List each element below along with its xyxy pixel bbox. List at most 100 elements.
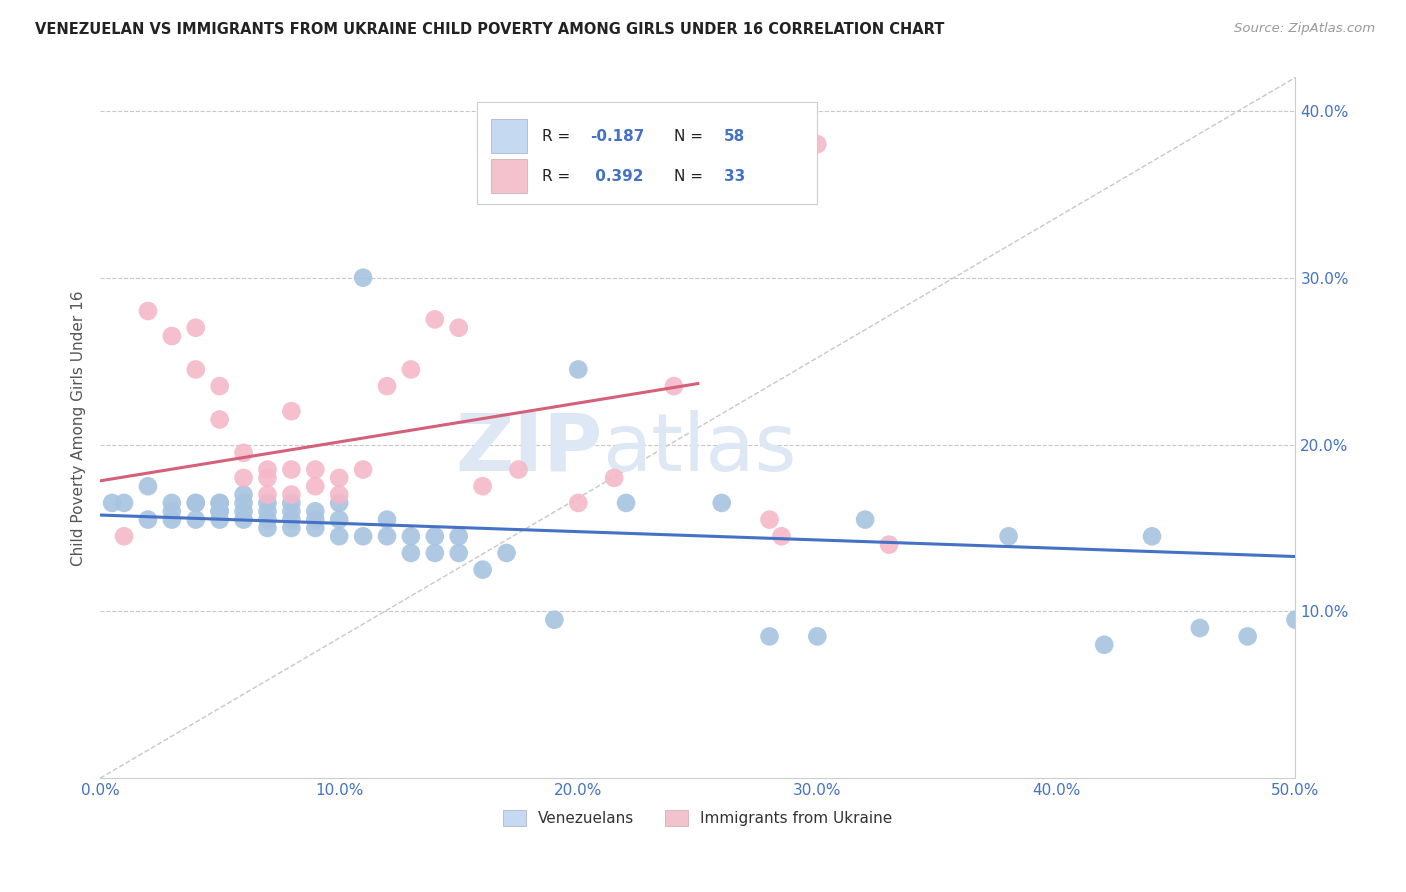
- Point: [328, 471, 350, 485]
- Point: [375, 513, 398, 527]
- Point: [1284, 613, 1306, 627]
- Text: atlas: atlas: [602, 409, 797, 488]
- Point: [232, 471, 254, 485]
- Point: [304, 462, 326, 476]
- Point: [447, 546, 470, 560]
- Point: [567, 362, 589, 376]
- Point: [508, 462, 530, 476]
- Text: R =: R =: [543, 169, 575, 184]
- Text: R =: R =: [543, 128, 575, 144]
- Point: [160, 329, 183, 343]
- Point: [256, 521, 278, 535]
- Point: [423, 546, 446, 560]
- Point: [1140, 529, 1163, 543]
- Point: [997, 529, 1019, 543]
- Point: [447, 320, 470, 334]
- Point: [112, 496, 135, 510]
- Point: [399, 546, 422, 560]
- Point: [328, 529, 350, 543]
- Point: [280, 404, 302, 418]
- Point: [710, 496, 733, 510]
- Point: [567, 496, 589, 510]
- Point: [112, 529, 135, 543]
- Point: [280, 504, 302, 518]
- Point: [280, 487, 302, 501]
- Point: [208, 504, 231, 518]
- Point: [160, 513, 183, 527]
- Point: [136, 479, 159, 493]
- Point: [208, 379, 231, 393]
- Point: [304, 521, 326, 535]
- Point: [1236, 629, 1258, 643]
- Point: [184, 320, 207, 334]
- Point: [471, 479, 494, 493]
- Point: [304, 479, 326, 493]
- Point: [256, 496, 278, 510]
- Point: [184, 513, 207, 527]
- Point: [208, 496, 231, 510]
- Point: [423, 529, 446, 543]
- Point: [280, 521, 302, 535]
- Text: ZIP: ZIP: [456, 409, 602, 488]
- Text: VENEZUELAN VS IMMIGRANTS FROM UKRAINE CHILD POVERTY AMONG GIRLS UNDER 16 CORRELA: VENEZUELAN VS IMMIGRANTS FROM UKRAINE CH…: [35, 22, 945, 37]
- Y-axis label: Child Poverty Among Girls Under 16: Child Poverty Among Girls Under 16: [72, 290, 86, 566]
- Point: [280, 496, 302, 510]
- Point: [1092, 638, 1115, 652]
- Point: [280, 513, 302, 527]
- Point: [304, 504, 326, 518]
- Point: [304, 513, 326, 527]
- Point: [806, 629, 828, 643]
- Point: [1188, 621, 1211, 635]
- Point: [232, 496, 254, 510]
- Point: [232, 487, 254, 501]
- Point: [232, 446, 254, 460]
- Point: [806, 137, 828, 152]
- Point: [352, 270, 374, 285]
- Point: [256, 487, 278, 501]
- Point: [101, 496, 124, 510]
- Point: [208, 496, 231, 510]
- Point: [160, 504, 183, 518]
- Point: [423, 312, 446, 326]
- Point: [328, 496, 350, 510]
- Point: [184, 496, 207, 510]
- FancyBboxPatch shape: [491, 160, 527, 193]
- Point: [256, 462, 278, 476]
- Point: [543, 613, 565, 627]
- Text: Source: ZipAtlas.com: Source: ZipAtlas.com: [1234, 22, 1375, 36]
- Point: [770, 529, 793, 543]
- Text: N =: N =: [673, 169, 707, 184]
- Point: [758, 513, 780, 527]
- Point: [603, 471, 626, 485]
- Point: [328, 513, 350, 527]
- Legend: Venezuelans, Immigrants from Ukraine: Venezuelans, Immigrants from Ukraine: [495, 803, 900, 834]
- Point: [208, 412, 231, 426]
- Text: 58: 58: [724, 128, 745, 144]
- Point: [399, 362, 422, 376]
- Point: [614, 496, 637, 510]
- Point: [662, 379, 685, 393]
- Point: [399, 529, 422, 543]
- Point: [256, 504, 278, 518]
- Point: [853, 513, 876, 527]
- FancyBboxPatch shape: [477, 102, 817, 203]
- Point: [375, 379, 398, 393]
- Point: [471, 563, 494, 577]
- Text: -0.187: -0.187: [591, 128, 644, 144]
- Point: [352, 462, 374, 476]
- Text: N =: N =: [673, 128, 707, 144]
- Point: [184, 362, 207, 376]
- Point: [280, 462, 302, 476]
- Point: [758, 629, 780, 643]
- Point: [375, 529, 398, 543]
- Text: 33: 33: [724, 169, 745, 184]
- Point: [232, 513, 254, 527]
- Point: [447, 529, 470, 543]
- Point: [495, 546, 517, 560]
- Point: [184, 496, 207, 510]
- Point: [256, 471, 278, 485]
- Point: [877, 538, 900, 552]
- Point: [136, 513, 159, 527]
- Point: [160, 496, 183, 510]
- Text: 0.392: 0.392: [591, 169, 644, 184]
